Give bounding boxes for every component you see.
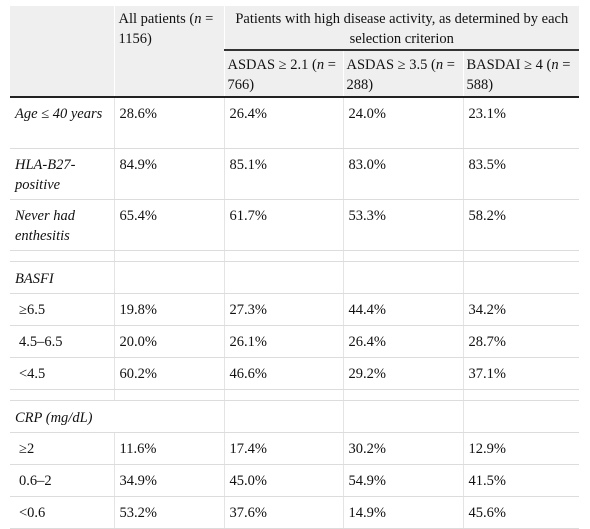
row-label: 0.6–2 (10, 464, 114, 497)
table-cell: 30.2% (342, 432, 463, 465)
row-label: 4.5–6.5 (10, 325, 114, 358)
table-cell: 12.9% (462, 432, 580, 465)
table-row: ≥6.5 19.8% 27.3% 44.4% 34.2% (10, 293, 580, 326)
table-cell: 24.0% (342, 97, 463, 149)
row-label: Age ≤ 40 years (10, 97, 114, 149)
header-asdas-2-1: ASDAS ≥ 2.1 (n = 766) (223, 50, 343, 97)
table-cell: 53.3% (342, 199, 463, 251)
table-row: 0.6–2 34.9% 45.0% 54.9% 41.5% (10, 464, 580, 497)
row-label: HLA-B27-positive (10, 148, 114, 200)
header-empty-cell (10, 6, 114, 97)
header-group-title: Patients with high disease activity, as … (223, 6, 580, 51)
table-row: Never had enthesitis 65.4% 61.7% 53.3% 5… (10, 199, 580, 251)
table-cell: 26.1% (223, 325, 343, 358)
section-row-crp: CRP (mg/dL) (10, 400, 580, 433)
disease-activity-table: All patients (n = 1156) Patients with hi… (10, 6, 580, 529)
spacer-row (10, 250, 580, 262)
row-label: <4.5 (10, 357, 114, 390)
section-title-crp: CRP (mg/dL) (10, 400, 224, 433)
table-row: Age ≤ 40 years 28.6% 26.4% 24.0% 23.1% (10, 97, 580, 149)
section-title-basfi: BASFI (10, 261, 114, 294)
table-cell: 26.4% (342, 325, 463, 358)
table-row: <0.6 53.2% 37.6% 14.9% 45.6% (10, 496, 580, 529)
table-cell: 61.7% (223, 199, 343, 251)
table-cell: 37.6% (223, 496, 343, 529)
table-row: <4.5 60.2% 46.6% 29.2% 37.1% (10, 357, 580, 390)
table-row: HLA-B27-positive 84.9% 85.1% 83.0% 83.5% (10, 148, 580, 200)
header-basdai-4: BASDAI ≥ 4 (n = 588) (462, 50, 580, 97)
table-cell: 23.1% (462, 97, 580, 149)
table-cell: 34.9% (113, 464, 224, 497)
table-cell: 11.6% (113, 432, 224, 465)
table-row: 4.5–6.5 20.0% 26.1% 26.4% 28.7% (10, 325, 580, 358)
table-cell: 34.2% (462, 293, 580, 326)
table-cell: 58.2% (462, 199, 580, 251)
table-cell: 54.9% (342, 464, 463, 497)
header-all-patients: All patients (n = 1156) (113, 6, 224, 97)
table-cell: 27.3% (223, 293, 343, 326)
table-cell: 83.0% (342, 148, 463, 200)
row-label: Never had enthesitis (10, 199, 114, 251)
table-cell: 14.9% (342, 496, 463, 529)
table-row: ≥2 11.6% 17.4% 30.2% 12.9% (10, 432, 580, 465)
table-cell: 19.8% (113, 293, 224, 326)
table-cell: 20.0% (113, 325, 224, 358)
row-label: ≥6.5 (10, 293, 114, 326)
table-cell: 60.2% (113, 357, 224, 390)
table-cell: 44.4% (342, 293, 463, 326)
table-cell: 45.0% (223, 464, 343, 497)
section-row-basfi: BASFI (10, 261, 580, 294)
table-cell: 45.6% (462, 496, 580, 529)
row-label: <0.6 (10, 496, 114, 529)
table-cell: 17.4% (223, 432, 343, 465)
table-cell: 41.5% (462, 464, 580, 497)
spacer-row (10, 389, 580, 401)
table-cell: 53.2% (113, 496, 224, 529)
table-cell: 28.6% (113, 97, 224, 149)
table-cell: 83.5% (462, 148, 580, 200)
table-cell: 26.4% (223, 97, 343, 149)
table-cell: 28.7% (462, 325, 580, 358)
table-cell: 85.1% (223, 148, 343, 200)
header-asdas-3-5: ASDAS ≥ 3.5 (n = 288) (342, 50, 463, 97)
table-cell: 37.1% (462, 357, 580, 390)
table-cell: 84.9% (113, 148, 224, 200)
row-label: ≥2 (10, 432, 114, 465)
table-cell: 65.4% (113, 199, 224, 251)
table-cell: 46.6% (223, 357, 343, 390)
table-cell: 29.2% (342, 357, 463, 390)
